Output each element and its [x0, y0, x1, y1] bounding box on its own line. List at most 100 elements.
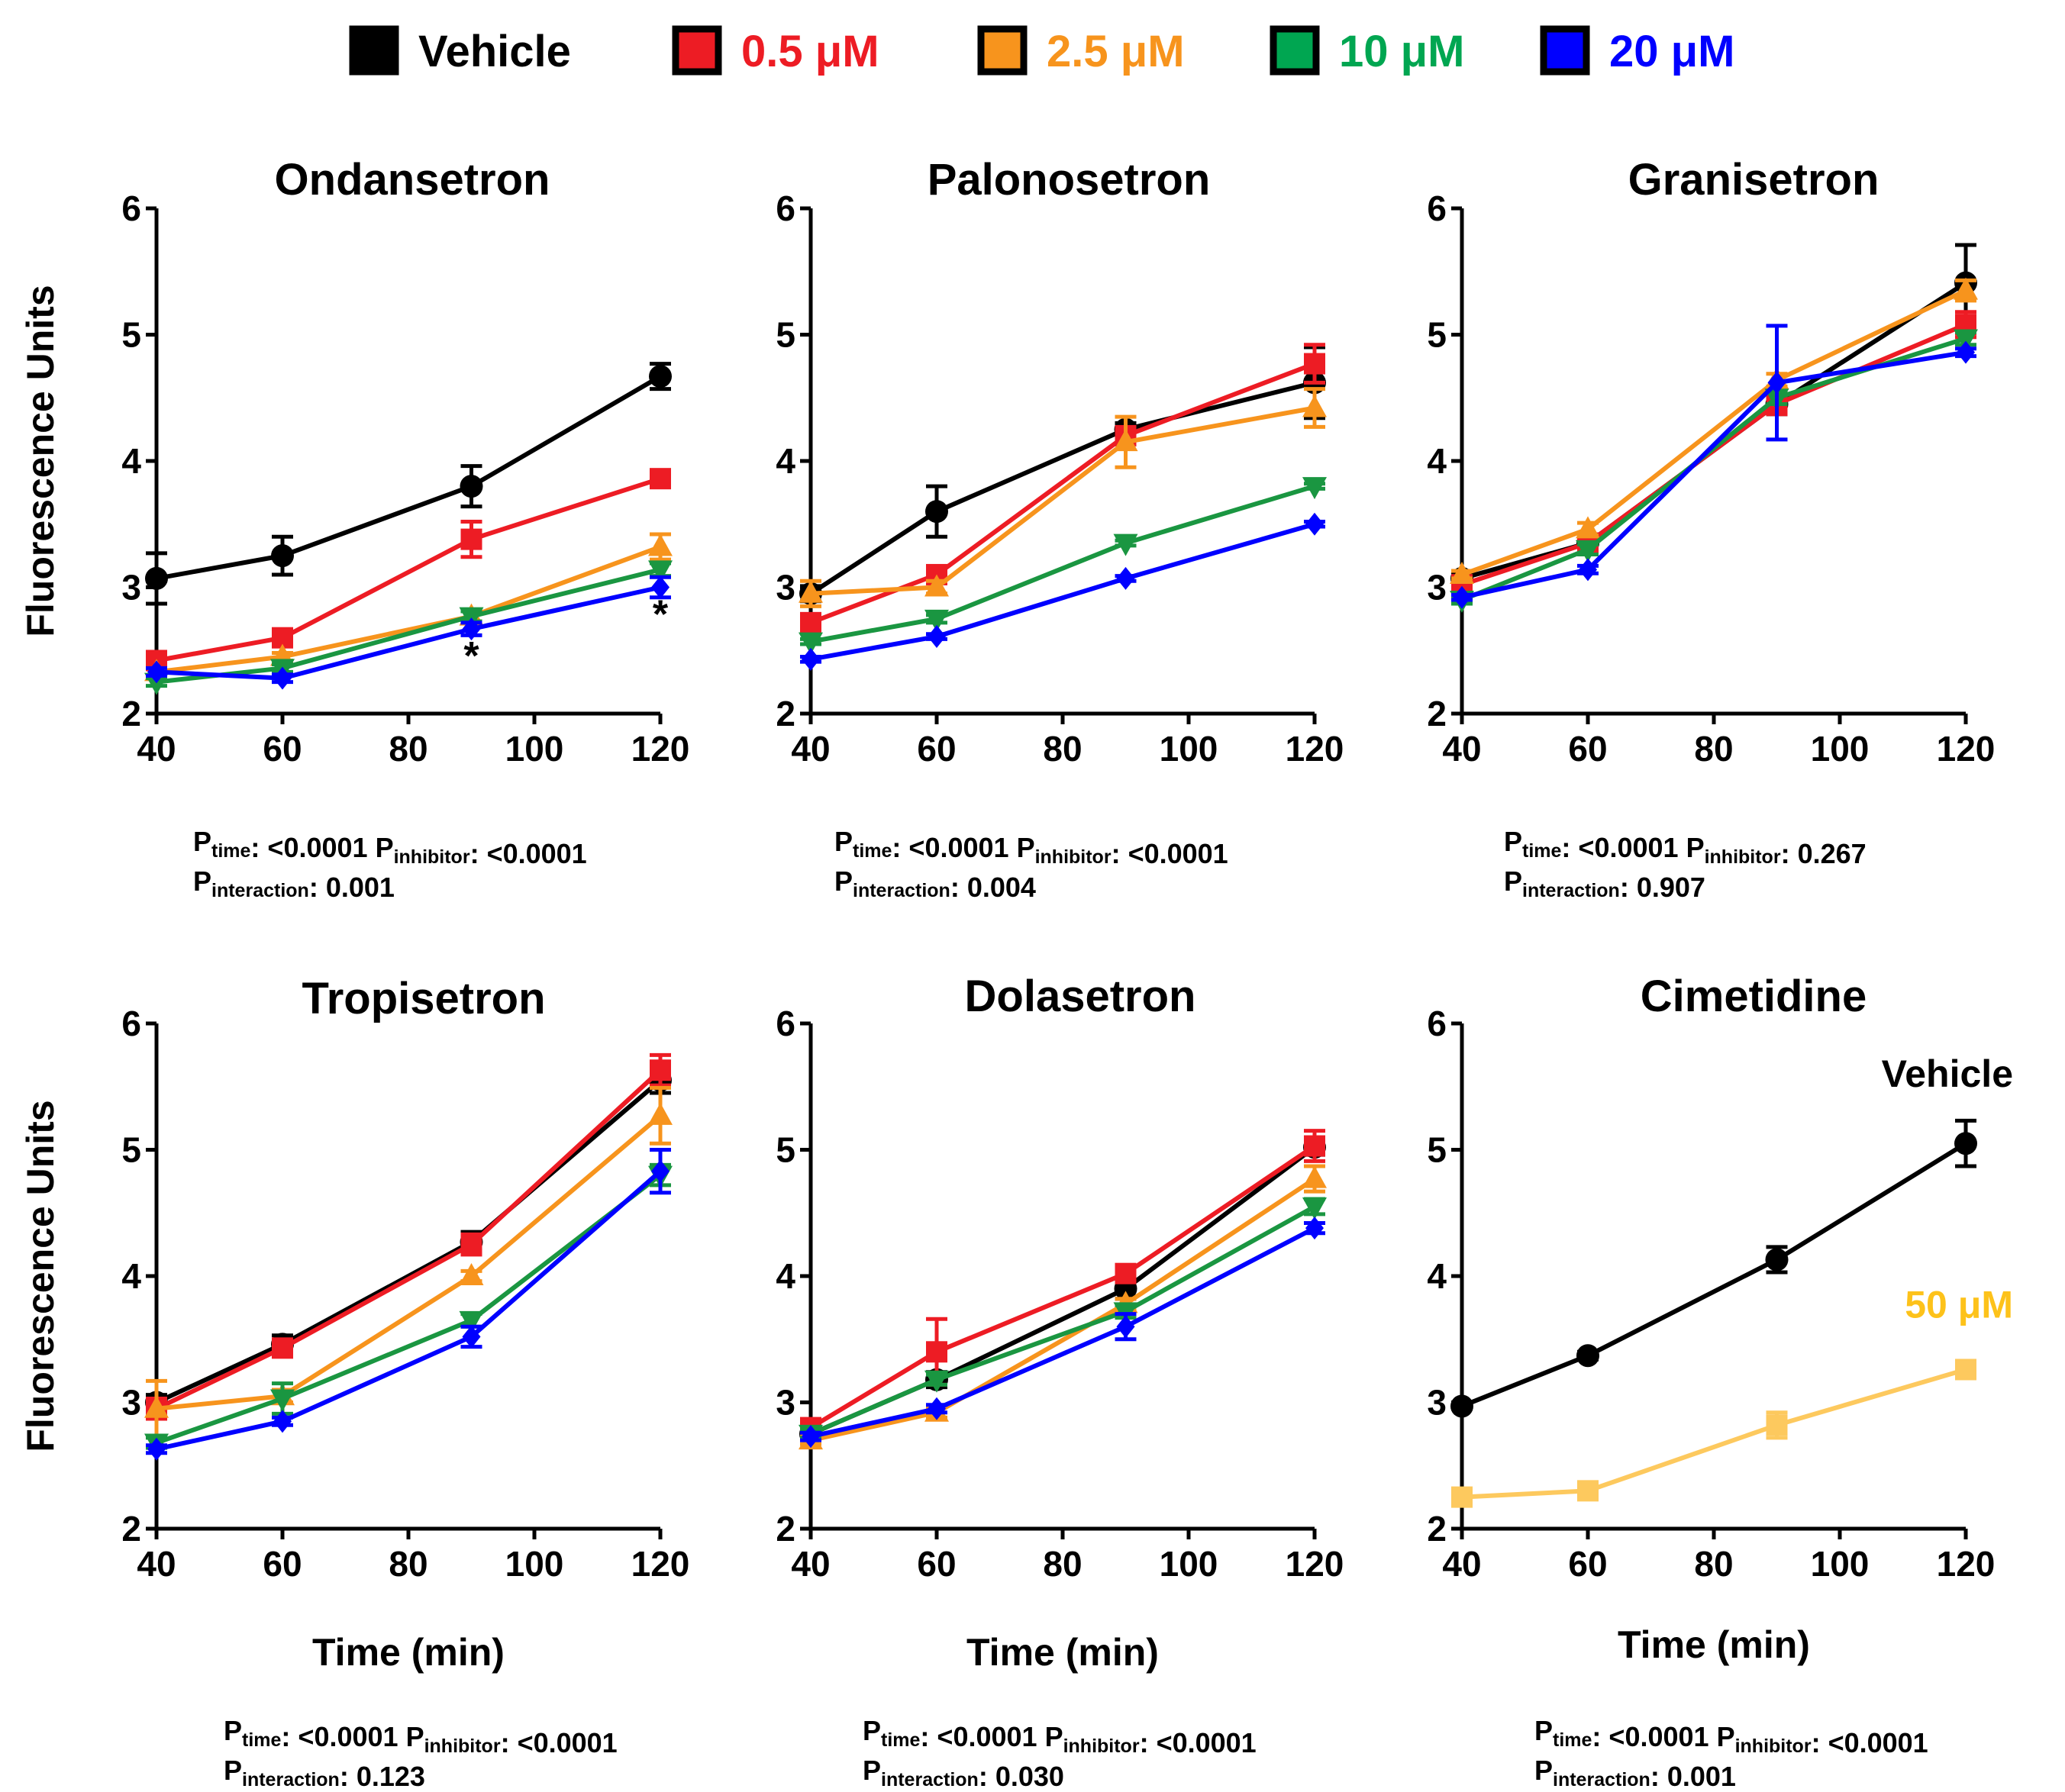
legend-label: 0.5 μM [741, 27, 879, 76]
y-tick-label: 4 [776, 1256, 795, 1296]
y-tick-label: 4 [121, 441, 141, 481]
x-tick-label: 100 [505, 1544, 564, 1584]
legend-label: 20 μM [1609, 27, 1734, 76]
legend-entry-10-um: 10 μM [1270, 25, 1464, 76]
significance-asterisk: * [653, 593, 669, 637]
p-values-line-1: Ptime: <0.0001 Pinhibitor: <0.0001 [863, 1715, 1257, 1758]
x-tick-label: 100 [1160, 729, 1218, 769]
p-values-line-2: Pinteraction: 0.907 [1504, 865, 1705, 903]
p-value: <0.0001 [1608, 1721, 1708, 1752]
p-subscript: time [1553, 1729, 1592, 1751]
series-line [156, 374, 662, 581]
y-tick-label: 3 [776, 1383, 795, 1423]
legend: Vehicle 0.5 μM 2.5 μM 10 μM 20 μM [349, 25, 1734, 76]
p-values: Ptime: <0.0001 Pinhibitor: <0.0001Pinter… [193, 826, 587, 903]
series-line [1460, 288, 1967, 577]
data-point [1765, 1248, 1789, 1271]
p-values-line-1: Ptime: <0.0001 Pinhibitor: <0.0001 [834, 826, 1228, 869]
data-point [1116, 566, 1135, 590]
data-point [926, 1341, 947, 1363]
y-tick-label: 4 [776, 441, 795, 481]
y-tick-label: 6 [776, 189, 795, 228]
panel-granisetron: Granisetron 2 3 4 5 6 40 60 80 100 120 Ptime: <0.00… [1427, 155, 1995, 903]
data-point [1766, 1414, 1788, 1436]
series-10-um [799, 1197, 1327, 1447]
data-point [650, 1059, 671, 1081]
series-20-um [1451, 324, 1976, 609]
data-point [1576, 516, 1600, 539]
legend-entry-20-um: 20 μM [1540, 25, 1734, 76]
significance-asterisk: * [463, 634, 479, 678]
panel-dolasetron: Dolasetron 2 3 4 5 6 40 60 80 100 120 Time (min) Pti… [776, 972, 1344, 1792]
series-line [156, 476, 661, 663]
series-vehicle [145, 362, 672, 606]
p-values: Ptime: <0.0001 Pinhibitor: <0.0001Pinter… [863, 1715, 1257, 1792]
series-line [810, 484, 1315, 644]
data-point [459, 1263, 484, 1285]
data-point [1304, 353, 1325, 375]
data-point [1450, 561, 1474, 584]
p-subscript: time [881, 1729, 921, 1751]
x-tick-label: 120 [1286, 729, 1344, 769]
y-tick-label: 3 [1427, 1383, 1447, 1423]
p-values: Ptime: <0.0001 Pinhibitor: <0.0001Pinter… [224, 1715, 618, 1792]
data-point [144, 1395, 169, 1418]
p-value: <0.0001 [1157, 1727, 1257, 1758]
x-tick-label: 120 [1937, 729, 1996, 769]
y-axis-label: Fluorescence Units [19, 285, 62, 637]
series-20-um [146, 575, 671, 690]
y-tick-label: 4 [1427, 1256, 1447, 1296]
y-tick-label: 2 [1427, 694, 1447, 733]
x-tick-label: 40 [137, 729, 176, 769]
data-point [1579, 558, 1597, 582]
p-values-line-2: Pinteraction: 0.123 [224, 1755, 425, 1792]
y-tick-label: 5 [776, 315, 795, 355]
data-point [1957, 340, 1975, 364]
data-point [924, 574, 949, 597]
legend-entry-0-5-um: 0.5 μM [672, 25, 879, 76]
p-subscript: time [1522, 840, 1562, 862]
series-line [156, 1173, 662, 1446]
data-point [802, 647, 820, 671]
x-tick-label: 40 [1442, 729, 1481, 769]
chart-title: Dolasetron [965, 972, 1196, 1021]
p-values: Ptime: <0.0001 Pinhibitor: <0.0001Pinter… [1534, 1715, 1928, 1792]
legend-entry-vehicle: Vehicle [349, 25, 571, 76]
data-point [648, 560, 673, 583]
data-point [271, 544, 294, 568]
series-10-um [144, 1162, 673, 1456]
p-subscript: interaction [1553, 1769, 1650, 1790]
series-label-vehicle: Vehicle [1882, 1052, 2013, 1095]
panel-palonosetron: Palonosetron 2 3 4 5 6 40 60 80 100 120 Ptime: <0.0… [776, 155, 1344, 903]
data-point [1115, 1262, 1137, 1284]
x-tick-label: 120 [1937, 1544, 1996, 1584]
x-tick-label: 80 [389, 729, 428, 769]
p-value: <0.0001 [267, 832, 367, 863]
data-point [459, 1310, 484, 1333]
series-line [1460, 1141, 1967, 1409]
p-values-line-2: Pinteraction: 0.030 [863, 1755, 1064, 1792]
data-point [1305, 512, 1324, 536]
data-point [1113, 429, 1138, 452]
data-point [1954, 329, 1978, 352]
data-point [1767, 371, 1786, 395]
x-tick-label: 100 [1811, 1544, 1870, 1584]
series-line [156, 567, 661, 685]
p-subscript: interaction [211, 880, 309, 901]
y-tick-label: 6 [776, 1004, 795, 1043]
x-tick-label: 120 [631, 729, 690, 769]
p-values: Ptime: <0.0001 Pinhibitor: 0.267Pinterac… [1504, 826, 1867, 903]
chart-title: Granisetron [1628, 155, 1879, 205]
chart-title: Tropisetron [302, 974, 545, 1023]
p-value: <0.0001 [908, 832, 1008, 863]
data-point [147, 1437, 166, 1461]
y-tick-label: 5 [121, 1130, 141, 1170]
y-tick-label: 3 [776, 568, 795, 608]
p-values-line-2: Pinteraction: 0.001 [1534, 1755, 1736, 1792]
p-subscript: inhibitor [1035, 846, 1112, 868]
data-point [273, 1410, 292, 1433]
series-2-5-um [1450, 277, 1978, 584]
x-tick-label: 100 [1811, 729, 1870, 769]
x-tick-label: 80 [1043, 1544, 1082, 1584]
